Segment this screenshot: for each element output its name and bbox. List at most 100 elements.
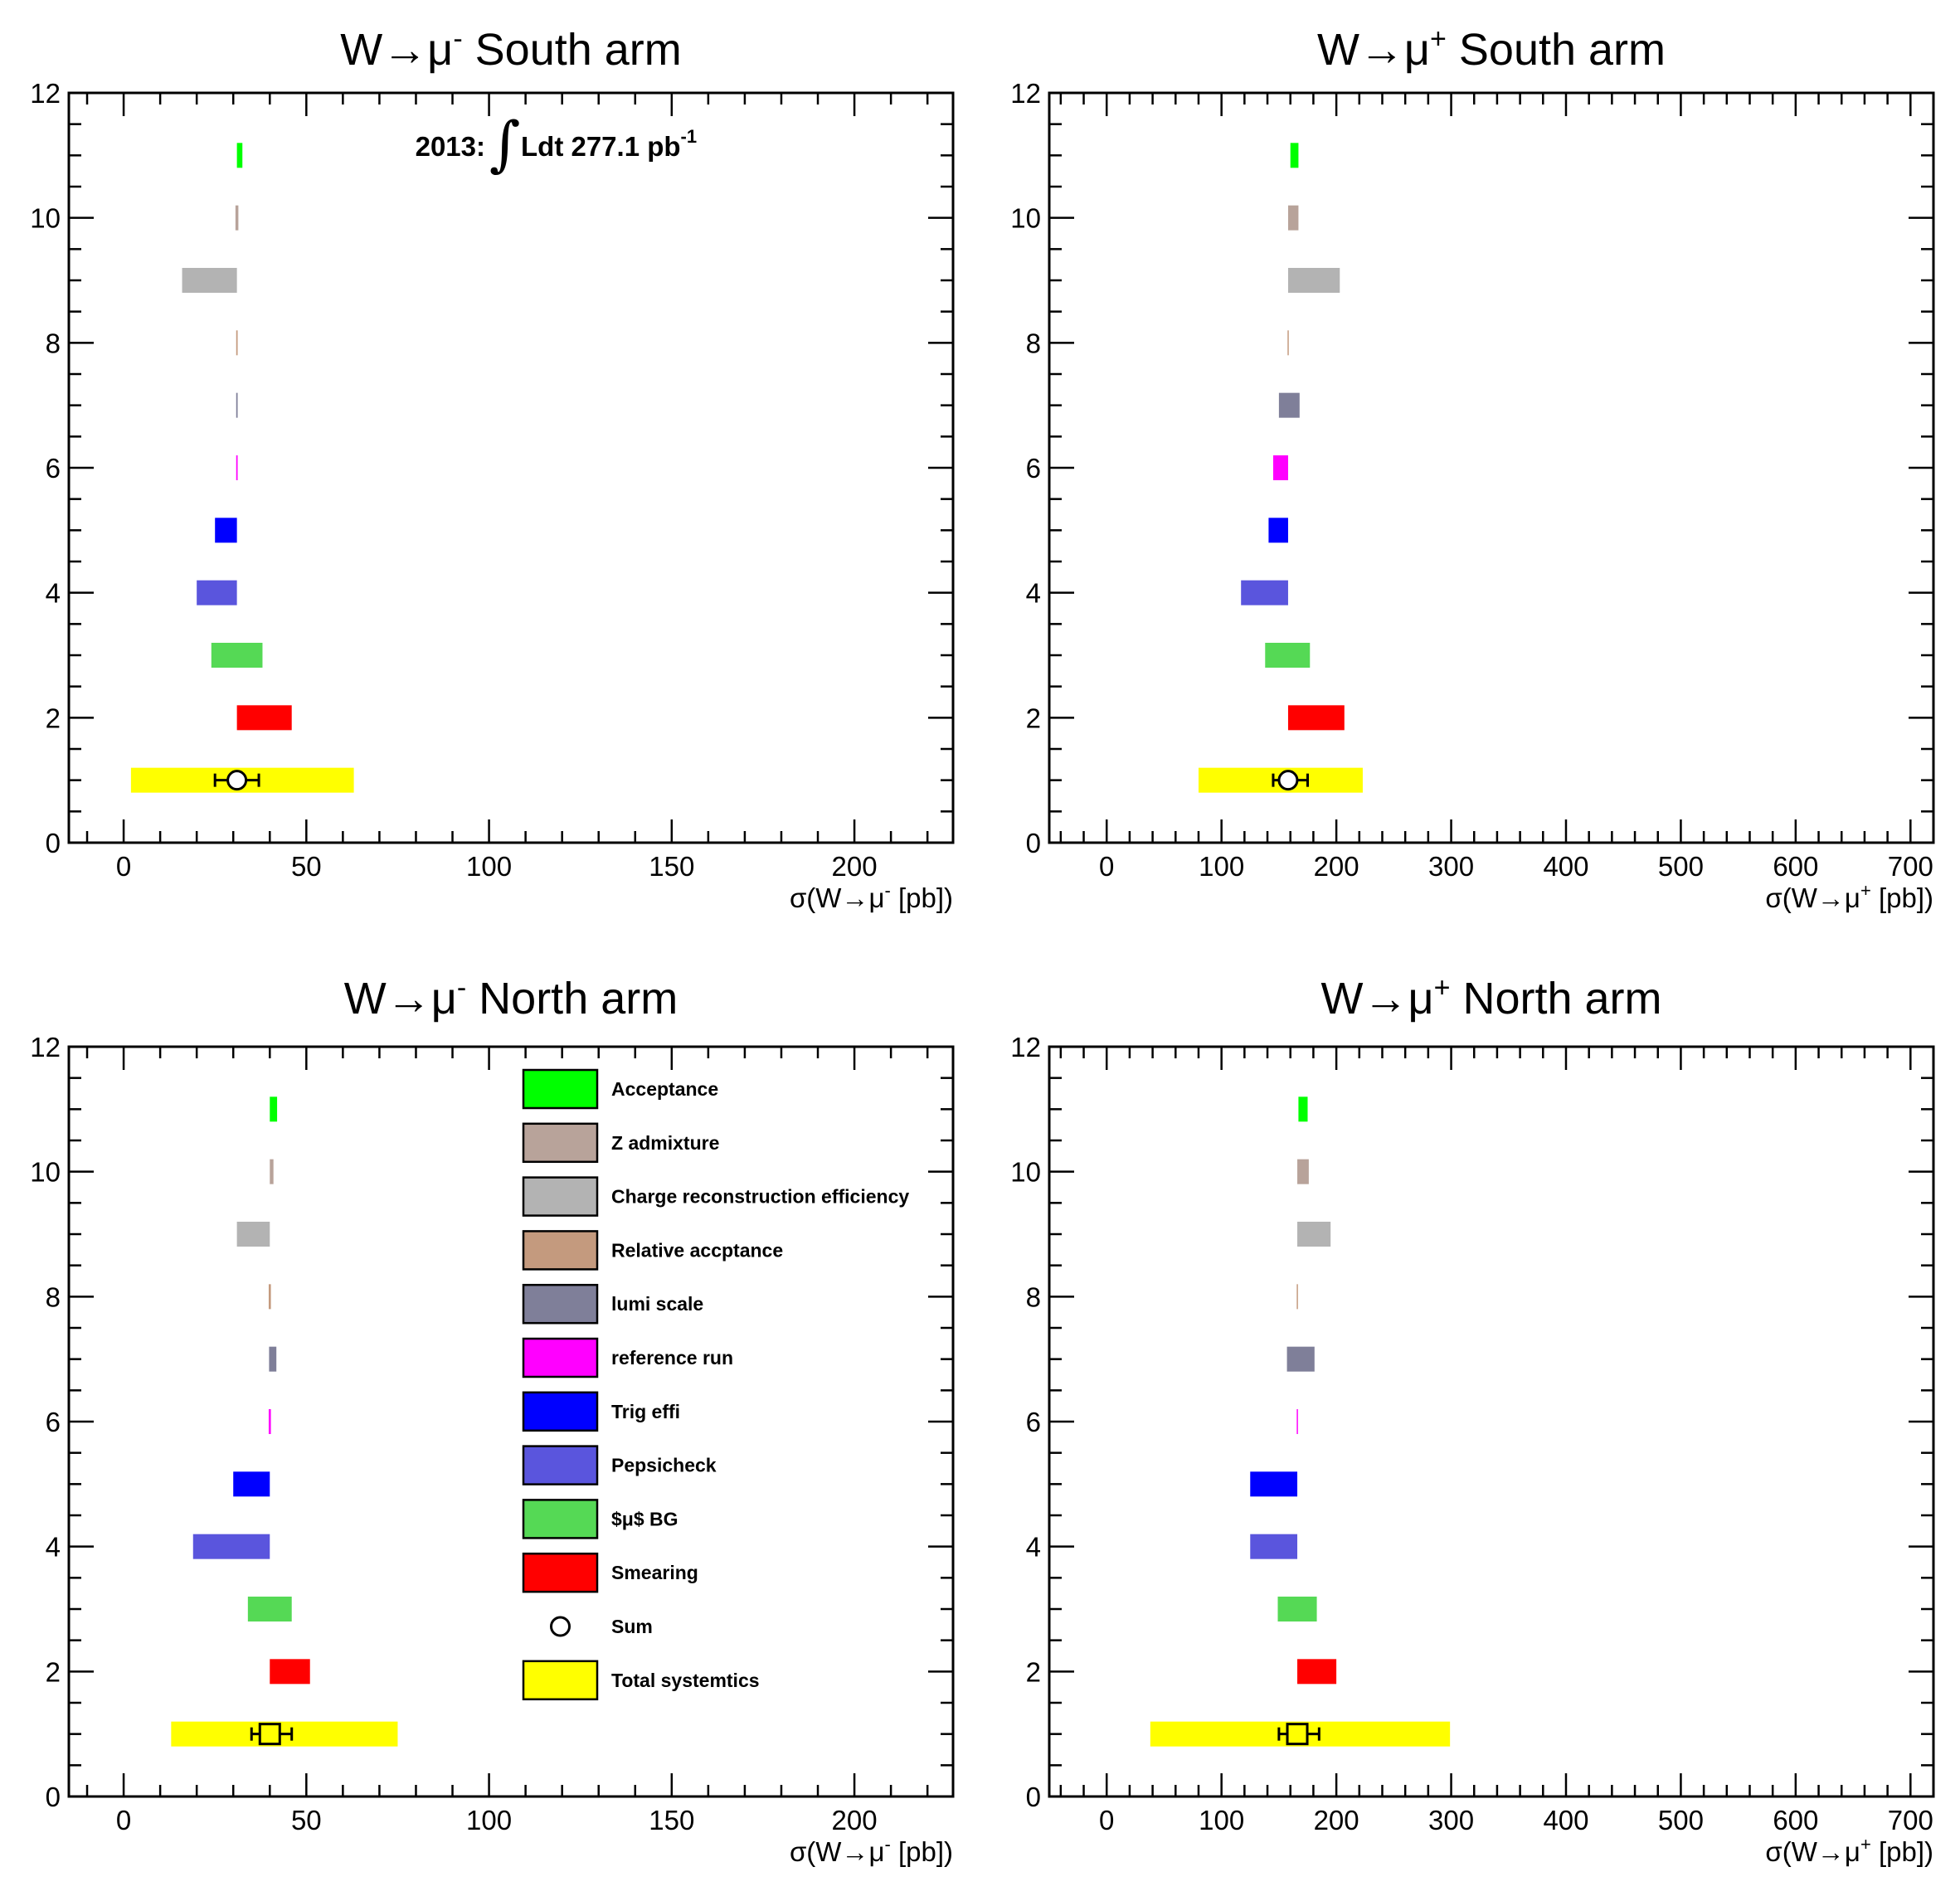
x-tick-label: 300 [1428, 851, 1474, 882]
x-axis-title: σ(W→μ- [pb]) [790, 1834, 953, 1867]
x-tick-label: 100 [1199, 851, 1244, 882]
y-tick-label: 12 [30, 78, 61, 109]
legend-label: lumi scale [611, 1293, 703, 1315]
legend-label: reference run [611, 1347, 733, 1369]
bar-z-admixture [1287, 205, 1299, 231]
bar-pepsicheck [1250, 1534, 1298, 1559]
legend-item: Z admixture [522, 1122, 719, 1164]
bar-z-admixture [235, 205, 239, 231]
bar-lumi-scale [1286, 1346, 1315, 1372]
bar-mu-bg [247, 1597, 292, 1621]
x-tick-label: 150 [649, 1805, 694, 1835]
legend-swatch [522, 1230, 599, 1271]
legend-item: lumi scale [522, 1283, 703, 1325]
x-tick-label: 150 [649, 851, 694, 882]
x-tick-label: 100 [466, 1805, 512, 1835]
x-tick-label: 700 [1888, 1805, 1933, 1835]
x-tick-label: 200 [1314, 851, 1359, 882]
chart-title: W→μ+ North arm [1320, 972, 1661, 1023]
chart-title: W→μ+ South arm [1317, 23, 1666, 75]
y-tick-label: 8 [46, 328, 61, 358]
bar-trig-effi [1250, 1471, 1298, 1497]
legend-item: Charge reconstruction efficiency [522, 1176, 909, 1217]
y-tick-label: 2 [1026, 1656, 1041, 1687]
bar-acceptance [270, 1096, 278, 1122]
sum-marker [1277, 770, 1299, 791]
x-tick-label: 50 [291, 1805, 322, 1835]
x-tick-label: 50 [291, 851, 322, 882]
x-axis-title: σ(W→μ+ [pb]) [1765, 880, 1933, 913]
chart-title: W→μ- North arm [344, 972, 678, 1023]
y-tick-label: 2 [46, 703, 61, 733]
legend-label: Pepsicheck [611, 1455, 717, 1476]
luminosity-annotation: 2013: ∫ Ldt 277.1 pb-1 [416, 109, 698, 178]
legend-swatch [522, 1391, 599, 1432]
y-tick-label: 10 [30, 1157, 61, 1188]
bar-trig-effi [215, 518, 237, 543]
y-tick-label: 0 [46, 828, 61, 858]
y-tick-label: 4 [46, 1532, 61, 1563]
x-tick-label: 0 [1099, 1805, 1114, 1835]
chart-title: W→μ- South arm [340, 23, 682, 75]
legend-label: Smearing [611, 1562, 698, 1583]
bar-reference-run [1272, 455, 1288, 480]
x-tick-label: 600 [1773, 851, 1818, 882]
bar-charge-reco [1287, 268, 1340, 293]
y-tick-label: 0 [1026, 828, 1041, 858]
bar-reference-run [236, 455, 238, 480]
x-tick-label: 0 [116, 851, 131, 882]
bar-relative-acc [236, 330, 238, 356]
legend-swatch [522, 1552, 599, 1593]
legend-label: Total systemtics [611, 1670, 760, 1691]
legend-swatch [522, 1068, 599, 1110]
legend-label: Z admixture [611, 1132, 719, 1154]
legend-swatch [522, 1445, 599, 1485]
chart-panel-2: W→μ+ South arm 0 100 200 300 400 500 600 700 0 2 4 6… [1010, 23, 1935, 913]
y-tick-label: 12 [1010, 1032, 1041, 1062]
legend-item: reference run [522, 1337, 733, 1378]
x-tick-label: 400 [1543, 851, 1588, 882]
y-tick-label: 6 [1026, 453, 1041, 484]
bar-smearing [1287, 705, 1345, 731]
bar-mu-bg [211, 643, 263, 668]
bar-lumi-scale [236, 392, 238, 418]
bar-relative-acc [1287, 330, 1289, 356]
y-tick-label: 6 [46, 1407, 61, 1437]
x-tick-label: 700 [1888, 851, 1933, 882]
legend-label: Relative accptance [611, 1239, 783, 1261]
legend-item: Smearing [522, 1552, 698, 1593]
sum-marker [226, 770, 248, 791]
legend-item: Relative accptance [522, 1230, 783, 1271]
y-axis: 0 2 4 6 8 10 12 [30, 1032, 953, 1812]
y-axis: 0 2 4 6 8 10 12 [1010, 1032, 1933, 1812]
y-tick-label: 4 [1026, 578, 1041, 609]
bar-charge-reco [182, 268, 237, 293]
legend-item: Pepsicheck [522, 1445, 717, 1485]
bar-lumi-scale [1278, 392, 1300, 418]
svg-text:Ldt 277.1 pb-1: Ldt 277.1 pb-1 [521, 126, 697, 162]
legend-label: Acceptance [611, 1078, 718, 1100]
y-tick-label: 4 [1026, 1532, 1041, 1563]
integral-sign: ∫ [489, 109, 521, 178]
x-tick-label: 100 [466, 851, 512, 882]
x-axis-title: σ(W→μ+ [pb]) [1765, 1834, 1933, 1867]
x-tick-label: 100 [1199, 1805, 1244, 1835]
y-tick-label: 4 [46, 578, 61, 609]
bar-acceptance [236, 143, 243, 168]
bar-trig-effi [1268, 518, 1288, 543]
x-tick-label: 500 [1658, 1805, 1704, 1835]
y-tick-label: 0 [46, 1782, 61, 1812]
x-axis: 0 50 100 150 200 [85, 93, 929, 882]
legend-item: Acceptance [522, 1068, 718, 1110]
bar-acceptance [1290, 143, 1299, 168]
legend-item: Total systemtics [522, 1660, 760, 1701]
chart-panel-3: W→μ- North arm 0 50 100 150 200 0 2 4 6 8 10 12 σ(W→μ… [30, 972, 955, 1867]
bar-mu-bg [1277, 1597, 1317, 1621]
sum-marker [258, 1723, 281, 1746]
x-tick-label: 500 [1658, 851, 1704, 882]
bar-smearing [236, 705, 292, 731]
legend-label: Sum [611, 1616, 653, 1637]
bar-pepsicheck [197, 580, 237, 605]
legend-swatch [522, 1122, 599, 1164]
